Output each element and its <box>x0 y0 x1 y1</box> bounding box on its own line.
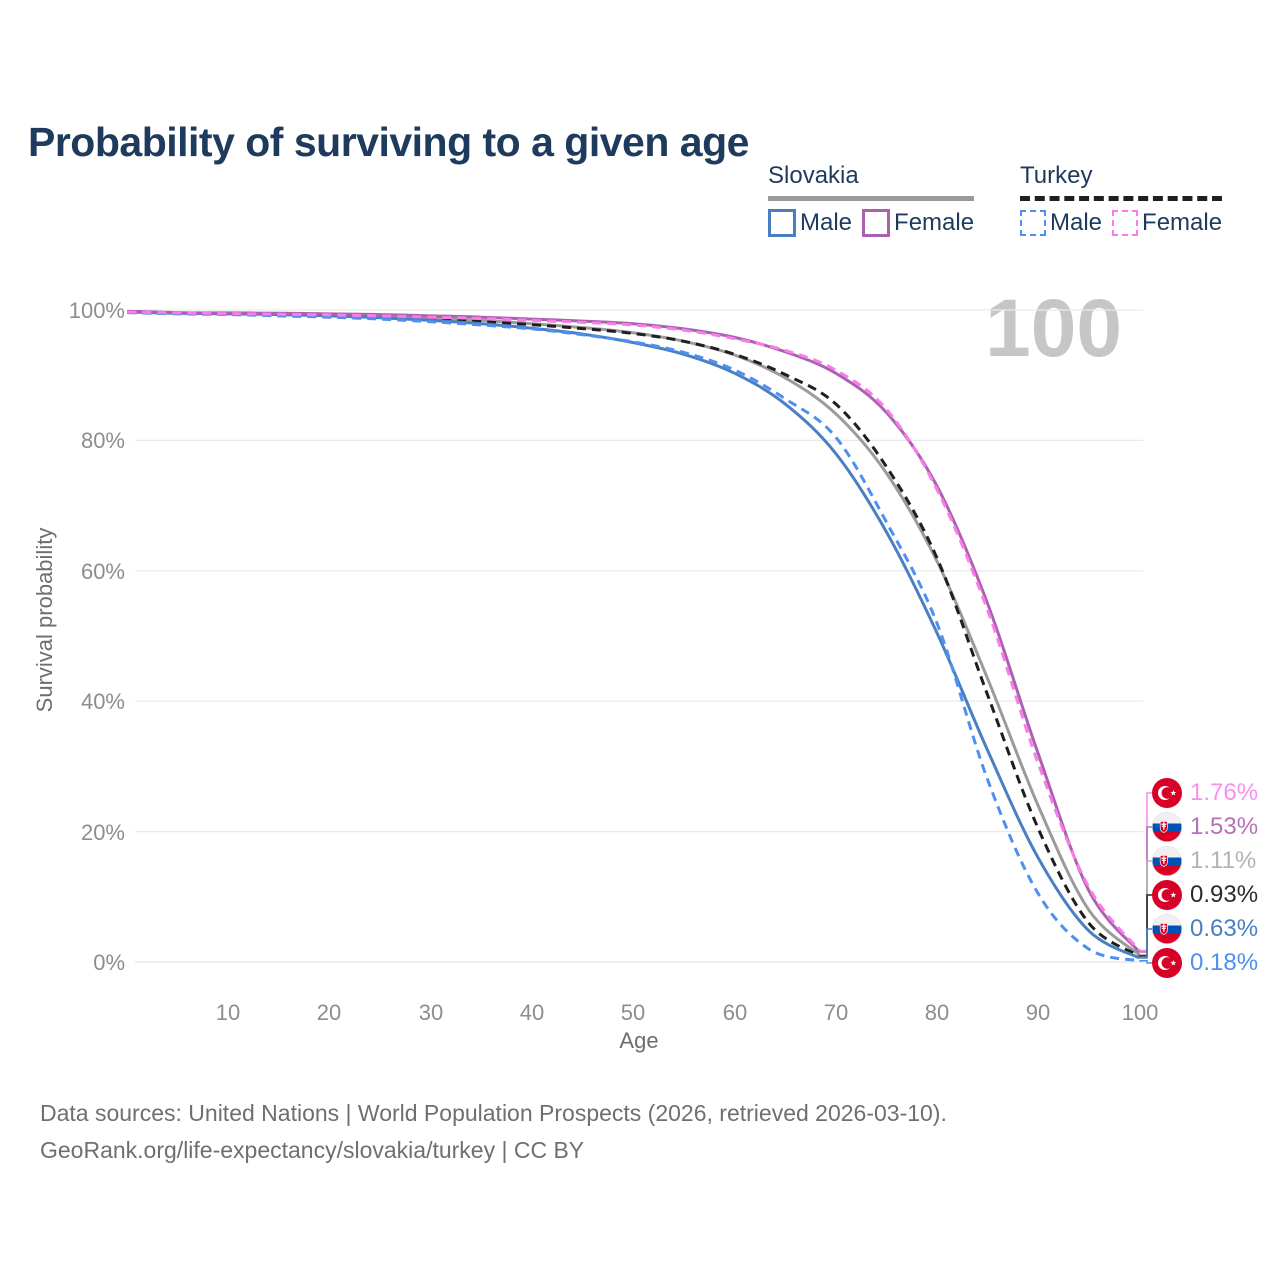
y-tick-0: 0% <box>93 950 125 975</box>
legend-turkey-line-sample <box>1020 196 1223 201</box>
slovakia-flag-icon <box>1152 914 1182 944</box>
x-tick-30: 30 <box>418 1000 444 1025</box>
end-label-value: 0.63% <box>1190 915 1259 942</box>
end-label-value: 1.76% <box>1190 779 1259 806</box>
x-tick-60: 60 <box>722 1000 748 1025</box>
x-tick-50: 50 <box>620 1000 646 1025</box>
y-tick-100: 100% <box>68 298 125 323</box>
age-counter-watermark: 100 <box>985 283 1122 374</box>
end-label-value: 0.93% <box>1190 881 1259 908</box>
slovakia-female-swatch-icon <box>862 209 891 237</box>
legend-group-slovakia: Slovakia Male Female <box>768 162 975 237</box>
legend-item-slovakia-male[interactable]: Male <box>768 209 852 237</box>
series-turkey-male[interactable] <box>127 311 1140 963</box>
x-tick-10: 10 <box>215 1000 241 1025</box>
legend-slovakia-line-sample <box>768 196 975 201</box>
slovakia-flag-icon <box>1152 812 1182 842</box>
legend-item-label: Male <box>1050 209 1103 236</box>
turkey-female-swatch-icon <box>1112 210 1139 236</box>
legend-item-label: Female <box>894 209 975 236</box>
slovakia-flag-icon <box>1152 846 1182 876</box>
end-label-connector <box>1139 960 1153 964</box>
end-label-slovakia-male[interactable]: 0.63% <box>1152 914 1258 944</box>
series-turkey-both[interactable] <box>127 310 1141 958</box>
end-label-slovakia-female[interactable]: 1.53% <box>1152 812 1258 842</box>
page-title: Probability of surviving to a given age <box>28 119 749 166</box>
end-label-connector <box>1139 826 1153 953</box>
y-tick-40: 40% <box>80 689 125 714</box>
end-label-value: 1.11% <box>1190 847 1257 874</box>
survival-chart[interactable] <box>126 296 1156 986</box>
legend-item-turkey-female[interactable]: Female <box>1112 209 1222 237</box>
legend-group-slovakia-label: Slovakia <box>768 162 859 189</box>
legend-item-slovakia-female[interactable]: Female <box>862 209 974 237</box>
end-label-slovakia-total[interactable]: 1.11% <box>1152 846 1256 876</box>
x-tick-70: 70 <box>823 1000 849 1025</box>
end-label-turkey-total[interactable]: 0.93% <box>1152 880 1258 910</box>
x-tick-40: 40 <box>519 1000 545 1025</box>
end-label-connector <box>1139 860 1153 956</box>
source-line-2: GeoRank.org/life-expectancy/slovakia/tur… <box>40 1137 585 1164</box>
series-slovakia-both[interactable] <box>127 310 1141 956</box>
end-label-turkey-male[interactable]: 0.18% <box>1152 948 1258 978</box>
y-tick-60: 60% <box>80 559 125 584</box>
legend-item-label: Male <box>800 209 853 236</box>
y-tick-80: 80% <box>80 428 125 453</box>
y-axis-title: Survival probability <box>32 527 57 713</box>
end-label-turkey-female[interactable]: 1.76% <box>1152 778 1258 808</box>
end-label-connector <box>1139 928 1153 959</box>
slovakia-male-swatch-icon <box>768 209 796 237</box>
legend-item-label: Female <box>1142 209 1223 236</box>
turkey-flag-icon <box>1152 778 1182 808</box>
legend-item-turkey-male[interactable]: Male <box>1020 209 1102 237</box>
end-label-connector <box>1139 792 1153 952</box>
x-tick-80: 80 <box>924 1000 950 1025</box>
x-tick-100: 100 <box>1121 1000 1159 1025</box>
x-tick-20: 20 <box>316 1000 342 1025</box>
end-label-value: 0.18% <box>1190 949 1259 976</box>
series-turkey-female[interactable] <box>127 310 1141 952</box>
x-tick-90: 90 <box>1025 1000 1051 1025</box>
source-note: Data sources: United Nations | World Pop… <box>40 1095 947 1170</box>
source-line-1: Data sources: United Nations | World Pop… <box>40 1100 947 1126</box>
end-label-value: 1.53% <box>1190 813 1259 840</box>
x-axis-title: Age <box>619 1028 659 1053</box>
turkey-flag-icon <box>1152 948 1182 978</box>
end-label-connector <box>1139 894 1153 957</box>
series-slovakia-female[interactable] <box>127 309 1141 953</box>
turkey-male-swatch-icon <box>1020 210 1046 236</box>
legend-group-turkey: Turkey Male Female <box>1020 162 1223 237</box>
series-slovakia-male[interactable] <box>127 310 1141 960</box>
turkey-flag-icon <box>1152 880 1182 910</box>
y-tick-20: 20% <box>80 820 125 845</box>
legend-group-turkey-label: Turkey <box>1020 162 1093 189</box>
